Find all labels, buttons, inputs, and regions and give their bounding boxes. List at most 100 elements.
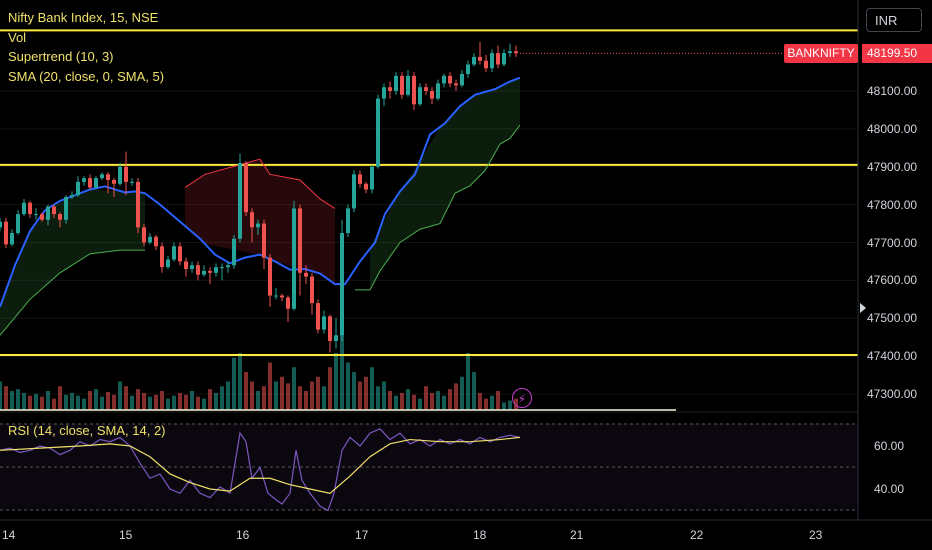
chevron-right-icon[interactable] xyxy=(860,303,866,313)
candle-body xyxy=(298,208,302,273)
volume-bar xyxy=(502,402,506,410)
symbol-title[interactable]: Nifty Bank Index, 15, NSE xyxy=(8,10,159,25)
candle-body xyxy=(40,214,44,220)
candle-body xyxy=(406,75,410,95)
price-tick-label: 47600.00 xyxy=(867,273,918,288)
candle-body xyxy=(346,208,350,234)
candle-body xyxy=(112,180,116,184)
supertrend-up-line-2 xyxy=(355,124,521,291)
sma-indicator-label[interactable]: SMA (20, close, 0, SMA, 5) xyxy=(8,68,165,84)
candle-body xyxy=(16,214,20,234)
last-price-label: 48199.50 xyxy=(862,44,932,63)
price-tick-label: 47400.00 xyxy=(867,349,918,364)
volume-bar xyxy=(118,381,122,410)
volume-bar xyxy=(268,362,272,410)
volume-bar xyxy=(484,398,488,410)
candle-body xyxy=(268,257,272,296)
volume-bar xyxy=(112,394,116,410)
rsi-indicator-label[interactable]: RSI (14, close, SMA, 14, 2) xyxy=(8,423,166,438)
supertrend-indicator-label[interactable]: Supertrend (10, 3) xyxy=(8,49,114,64)
candle-body xyxy=(364,183,368,190)
candle-body xyxy=(106,174,110,181)
candle-body xyxy=(196,265,200,275)
candle-body xyxy=(34,214,38,216)
volume-bar xyxy=(442,395,446,410)
volume-bar xyxy=(370,367,374,410)
volume-bar xyxy=(340,334,344,410)
candle-body xyxy=(466,64,470,74)
candle-body xyxy=(46,206,50,220)
candles xyxy=(0,41,518,353)
rsi-line xyxy=(0,428,521,512)
candle-body xyxy=(136,181,140,228)
candle-body xyxy=(142,227,146,243)
volume-bar xyxy=(82,398,86,410)
volume-bar xyxy=(34,393,38,410)
volume-bar xyxy=(406,389,410,410)
candle-body xyxy=(64,197,68,220)
candle-body xyxy=(244,162,248,213)
vol-indicator-label[interactable]: Vol xyxy=(8,29,27,45)
volume-bar xyxy=(94,389,98,410)
symbol-price-tag: BANKNIFTY xyxy=(784,44,858,63)
candle-body xyxy=(316,303,320,330)
volume-bar xyxy=(412,394,416,410)
price-tick-label: 47300.00 xyxy=(867,387,918,401)
volume-bar xyxy=(322,386,326,410)
candle-body xyxy=(304,272,308,277)
candle-body xyxy=(178,246,182,262)
time-tick-label: 14 xyxy=(2,528,16,542)
price-tick-label: 47500.00 xyxy=(867,311,918,326)
candle-body xyxy=(388,87,392,91)
volume-bar xyxy=(376,386,380,410)
supertrend-fill xyxy=(0,77,520,336)
time-tick-label: 21 xyxy=(570,528,584,542)
candle-body xyxy=(100,174,104,179)
time-tick-label: 16 xyxy=(236,528,250,542)
candle-body xyxy=(472,56,476,65)
candle-body xyxy=(190,265,194,270)
candle-body xyxy=(226,265,230,268)
volume-bar xyxy=(190,391,194,410)
volume-bar xyxy=(136,389,140,410)
volume-bar xyxy=(52,398,56,410)
time-tick-label: 22 xyxy=(690,528,704,542)
axes xyxy=(0,0,932,521)
supertrend-down-line xyxy=(184,158,336,209)
volume-bar xyxy=(508,400,512,410)
currency-button[interactable]: INR xyxy=(866,8,922,32)
chart-legend: Nifty Bank Index, 15, NSE Vol Supertrend… xyxy=(8,8,164,86)
price-tick-label: 47800.00 xyxy=(867,197,918,212)
candle-body xyxy=(214,267,218,273)
candle-body xyxy=(172,246,176,260)
candle-body xyxy=(76,181,80,196)
candle-body xyxy=(256,223,260,228)
candle-body xyxy=(160,246,164,268)
volume-bar xyxy=(178,392,182,410)
horizontal-lines[interactable] xyxy=(0,29,858,411)
candle-body xyxy=(352,174,356,209)
volume-bar xyxy=(352,372,356,410)
volume-bar xyxy=(16,389,20,410)
volume-bar xyxy=(496,391,500,410)
volume-bar xyxy=(400,392,404,410)
candle-body xyxy=(124,166,128,182)
volume-bar xyxy=(388,391,392,410)
volume-bar xyxy=(100,396,104,410)
candle-body xyxy=(496,53,500,65)
chart-grid xyxy=(0,90,858,511)
candle-body xyxy=(82,178,86,182)
candle-body xyxy=(436,83,440,99)
volume-bar xyxy=(40,396,44,410)
candle-body xyxy=(310,276,314,304)
volume-bar xyxy=(472,372,476,410)
volume-bar xyxy=(298,386,302,410)
candle-body xyxy=(202,270,206,275)
price-tick-label: 48100.00 xyxy=(867,84,918,98)
volume-bar xyxy=(28,395,32,410)
volume-bar xyxy=(58,386,62,410)
volume-bar xyxy=(142,392,146,410)
lightning-icon[interactable]: ⚡ xyxy=(512,388,532,408)
uptrend-fill-1 xyxy=(0,189,145,336)
